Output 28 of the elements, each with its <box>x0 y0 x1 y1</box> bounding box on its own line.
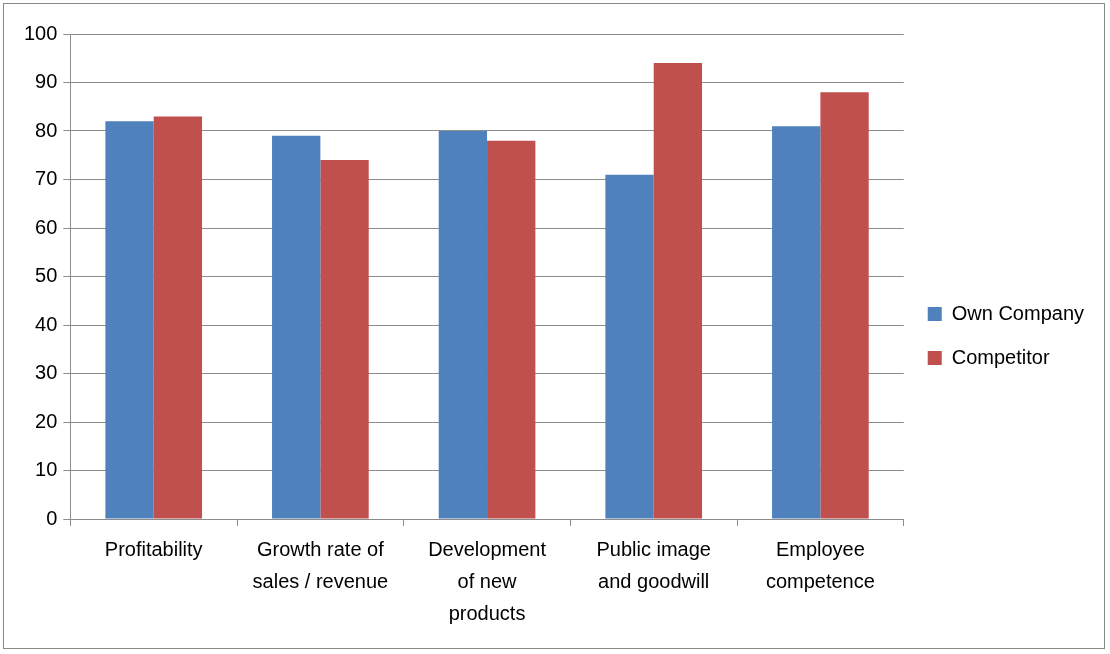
x-tick-label: Public image and goodwill <box>596 537 711 592</box>
bar <box>272 135 321 519</box>
bar <box>820 92 869 519</box>
y-tick-label: 60 <box>35 215 58 238</box>
y-tick-label: 70 <box>35 167 58 190</box>
y-tick-label: 80 <box>35 118 58 141</box>
bar <box>105 121 154 519</box>
y-tick-label: 10 <box>35 458 58 481</box>
bar <box>605 174 654 519</box>
y-tick-label: 20 <box>35 409 58 432</box>
bar <box>153 116 203 519</box>
x-tick-label: Employee competence <box>765 537 875 592</box>
y-tick-label: 90 <box>35 70 58 93</box>
y-tick-label: 0 <box>46 506 58 529</box>
x-tick-label: Profitability <box>104 537 203 560</box>
legend-label: Own Company <box>951 301 1085 324</box>
x-tick-label: Development of new products <box>428 537 547 624</box>
y-tick-label: 100 <box>23 21 58 44</box>
bar <box>487 140 536 519</box>
bar <box>320 160 369 519</box>
x-tick-label: Growth rate of sales / revenue <box>252 537 389 592</box>
y-tick-label: 40 <box>35 312 58 335</box>
bar <box>653 63 703 519</box>
bar <box>772 126 821 519</box>
y-tick-label: 50 <box>35 264 58 287</box>
bar <box>438 131 488 519</box>
y-tick-label: 30 <box>35 361 58 384</box>
legend-label: Competitor <box>951 345 1050 368</box>
